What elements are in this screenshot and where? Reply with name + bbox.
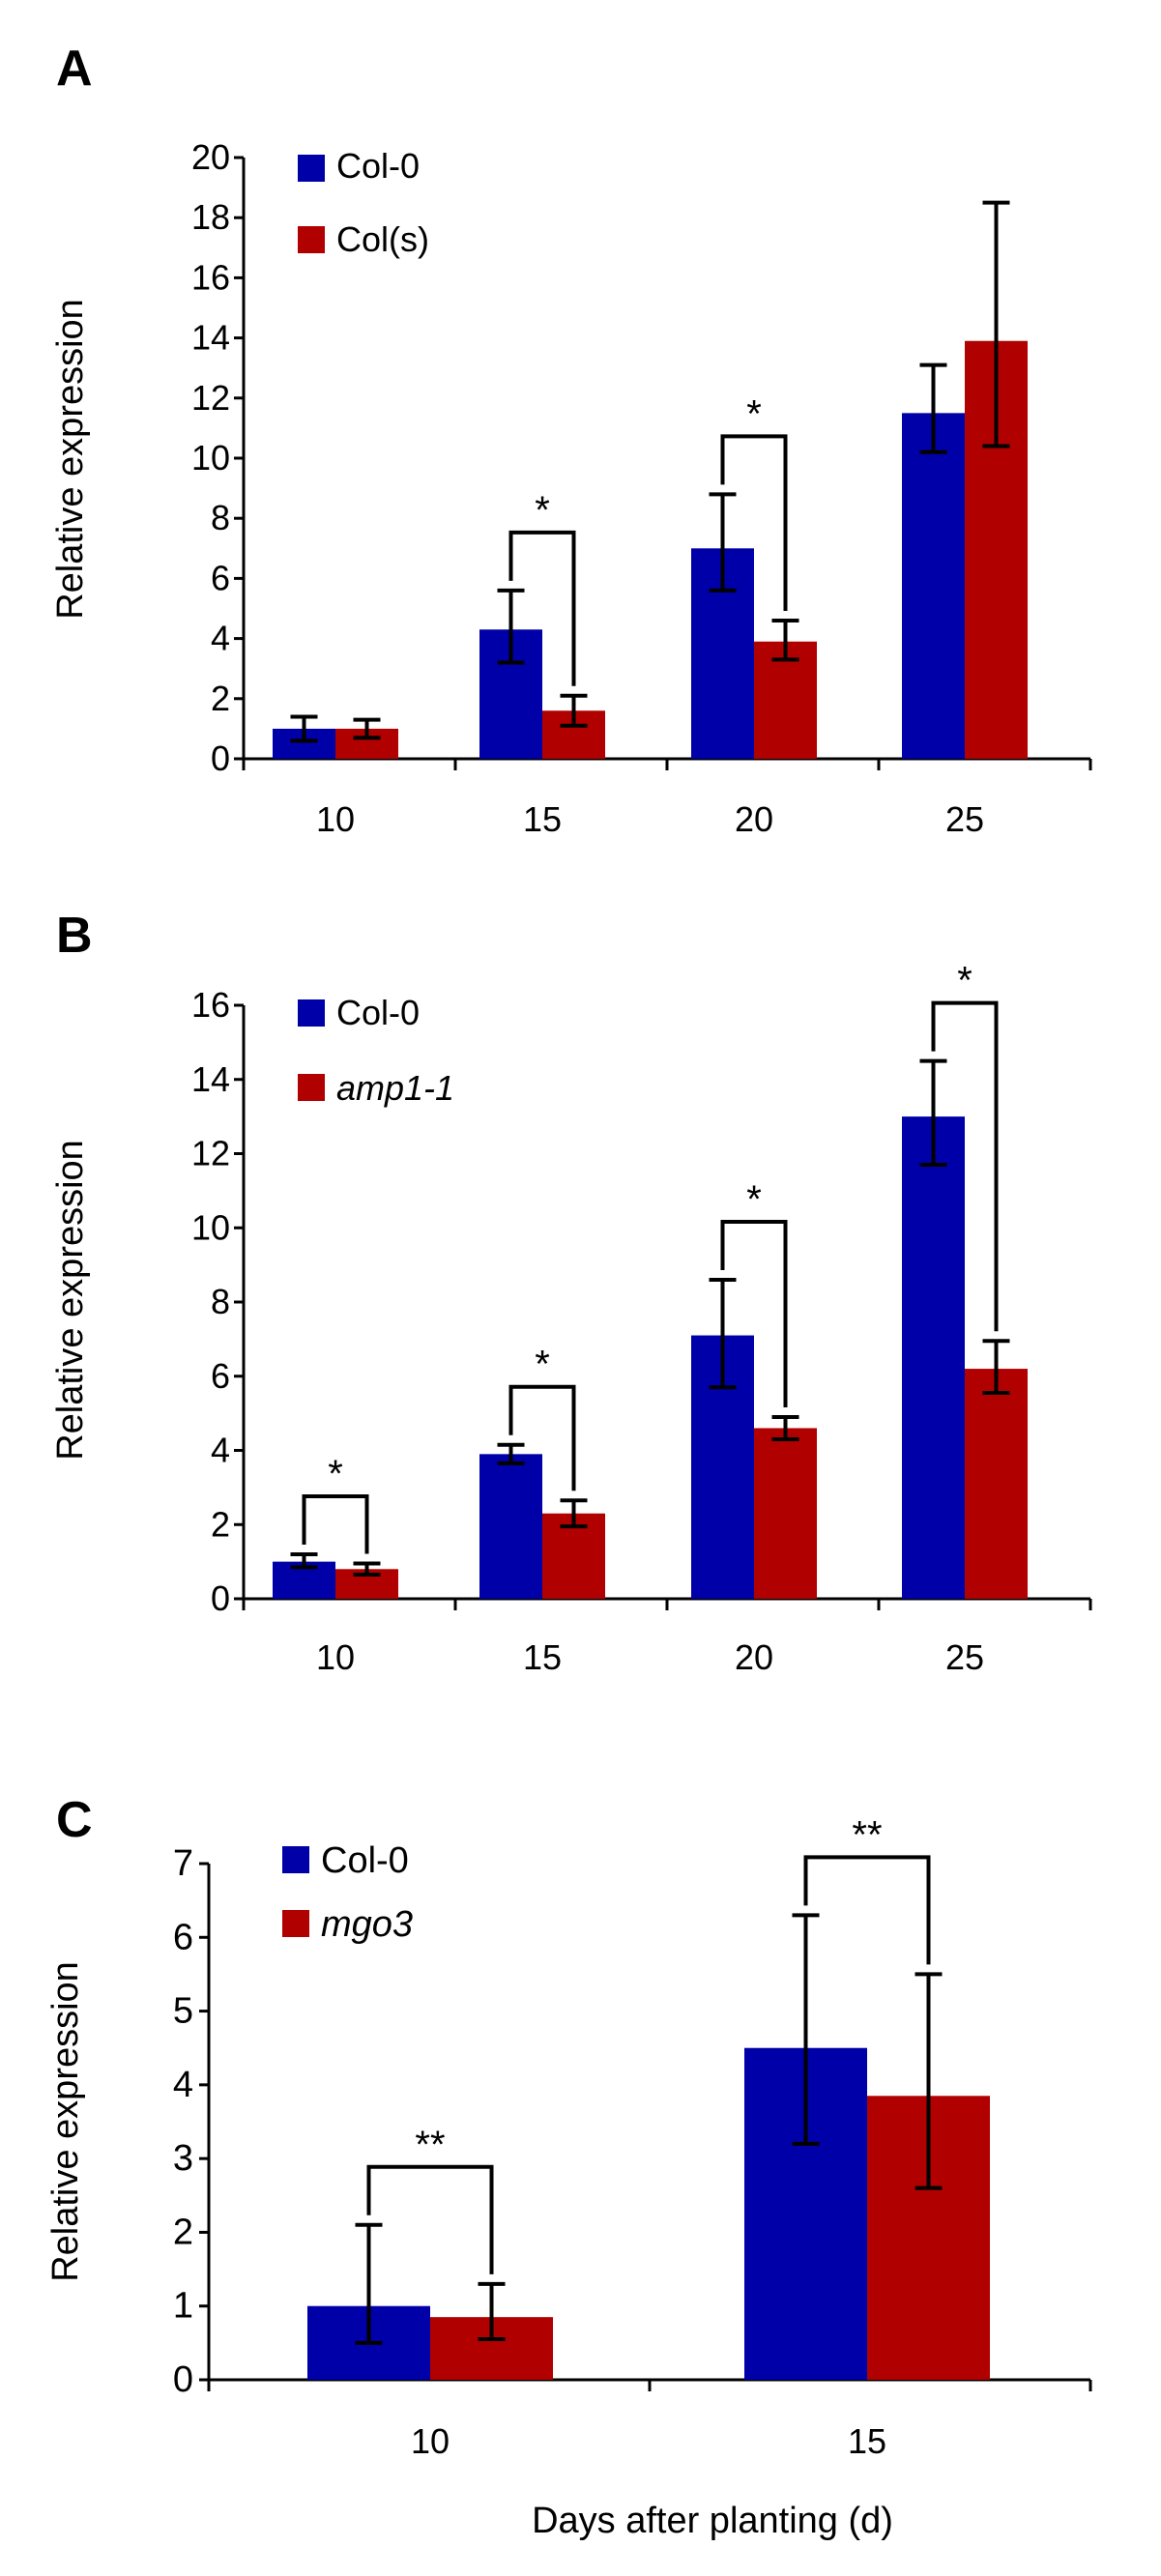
x-tick-label: 20	[735, 1637, 773, 1677]
panel-label: C	[56, 1792, 93, 1848]
significance-marker: *	[535, 489, 550, 532]
y-tick-label: 8	[211, 1282, 230, 1321]
panel-b: B Relative expression 0 2 4 6 8 10 12 14 16 10 15 20 2…	[50, 908, 1092, 1677]
legend-swatch	[282, 1846, 309, 1873]
legend-label: amp1-1	[336, 1068, 454, 1108]
significance-marker: **	[852, 1813, 882, 1856]
x-tick-label: 15	[848, 2421, 886, 2461]
significance-bracket	[803, 1855, 931, 1965]
bar-col-0-25	[902, 413, 965, 759]
panel-c: C Relative expression 0 1 2 3 4 5 6 7 10 15 ** ** Col-…	[45, 1792, 1092, 2541]
y-tick-label: 12	[191, 378, 230, 418]
significance-bracket	[302, 1493, 369, 1554]
x-tick-label: 10	[316, 799, 355, 839]
y-tick-label: 14	[191, 1059, 230, 1099]
significance-bracket	[720, 434, 788, 611]
significance-marker: *	[328, 1453, 343, 1495]
legend-swatch	[298, 155, 325, 182]
x-tick-label: 25	[945, 799, 984, 839]
legend-swatch	[298, 226, 325, 253]
y-tick-label: 6	[211, 1356, 230, 1396]
significance-bracket	[366, 2164, 494, 2274]
y-tick-label: 3	[173, 2138, 193, 2179]
x-tick-label: 10	[411, 2421, 450, 2461]
y-tick-label: 2	[173, 2212, 193, 2252]
x-tick-label: 20	[735, 799, 773, 839]
y-tick-label: 2	[211, 679, 230, 718]
significance-marker: *	[957, 960, 972, 1002]
y-tick-label: 10	[191, 438, 230, 478]
significance-bracket	[508, 1384, 576, 1491]
y-tick-label: 7	[173, 1843, 193, 1884]
legend-swatch	[282, 1910, 309, 1937]
panel-label: B	[56, 908, 93, 964]
y-tick-label: 18	[191, 197, 230, 237]
x-tick-label: 10	[316, 1637, 355, 1677]
significance-marker: *	[535, 1344, 550, 1386]
y-tick-label: 5	[173, 1991, 193, 2032]
y-tick-label: 0	[211, 1578, 230, 1618]
significance-bracket	[720, 1219, 788, 1407]
y-tick-label: 4	[211, 1431, 230, 1470]
y-axis-label: Relative expression	[50, 1140, 91, 1461]
y-axis-label: Relative expression	[45, 1961, 86, 2282]
y-tick-label: 1	[173, 2286, 193, 2327]
panel-a: A Relative expression 0 2 4 6 8 10 12 14 16 18 20 10 1…	[50, 41, 1092, 839]
bar-col-0-25	[902, 1116, 965, 1599]
bar-col-0-15	[479, 1454, 542, 1599]
significance-bracket	[931, 1000, 999, 1332]
y-tick-label: 16	[191, 985, 230, 1025]
x-tick-label: 25	[945, 1637, 984, 1677]
y-tick-label: 8	[211, 498, 230, 537]
y-tick-label: 10	[191, 1207, 230, 1247]
significance-marker: **	[415, 2124, 445, 2166]
significance-marker: *	[746, 1178, 762, 1221]
y-tick-label: 2	[211, 1504, 230, 1544]
y-tick-label: 16	[191, 257, 230, 297]
legend-swatch	[298, 1074, 325, 1101]
y-tick-label: 14	[191, 318, 230, 358]
legend-label: Col-0	[321, 1840, 409, 1881]
significance-bracket	[508, 530, 576, 686]
y-tick-label: 20	[191, 137, 230, 177]
x-tick-label: 15	[523, 1637, 562, 1677]
x-axis-label: Days after planting (d)	[532, 2501, 893, 2541]
bar-amp1-1-25	[965, 1369, 1028, 1599]
legend-label: Col-0	[336, 146, 420, 186]
y-tick-label: 6	[173, 1917, 193, 1957]
x-tick-label: 15	[523, 799, 562, 839]
panel-label: A	[56, 41, 93, 97]
significance-marker: *	[746, 392, 762, 435]
y-tick-label: 4	[211, 619, 230, 658]
y-axis-label: Relative expression	[50, 299, 91, 620]
legend-swatch	[298, 999, 325, 1027]
y-tick-label: 0	[173, 2359, 193, 2400]
legend-label: Col(s)	[336, 219, 429, 259]
y-tick-label: 0	[211, 738, 230, 778]
y-tick-label: 4	[173, 2065, 193, 2105]
bar-amp1-1-20	[754, 1428, 817, 1599]
y-tick-label: 12	[191, 1134, 230, 1173]
legend-label: mgo3	[321, 1904, 413, 1945]
legend-label: Col-0	[336, 993, 420, 1032]
y-tick-label: 6	[211, 558, 230, 597]
